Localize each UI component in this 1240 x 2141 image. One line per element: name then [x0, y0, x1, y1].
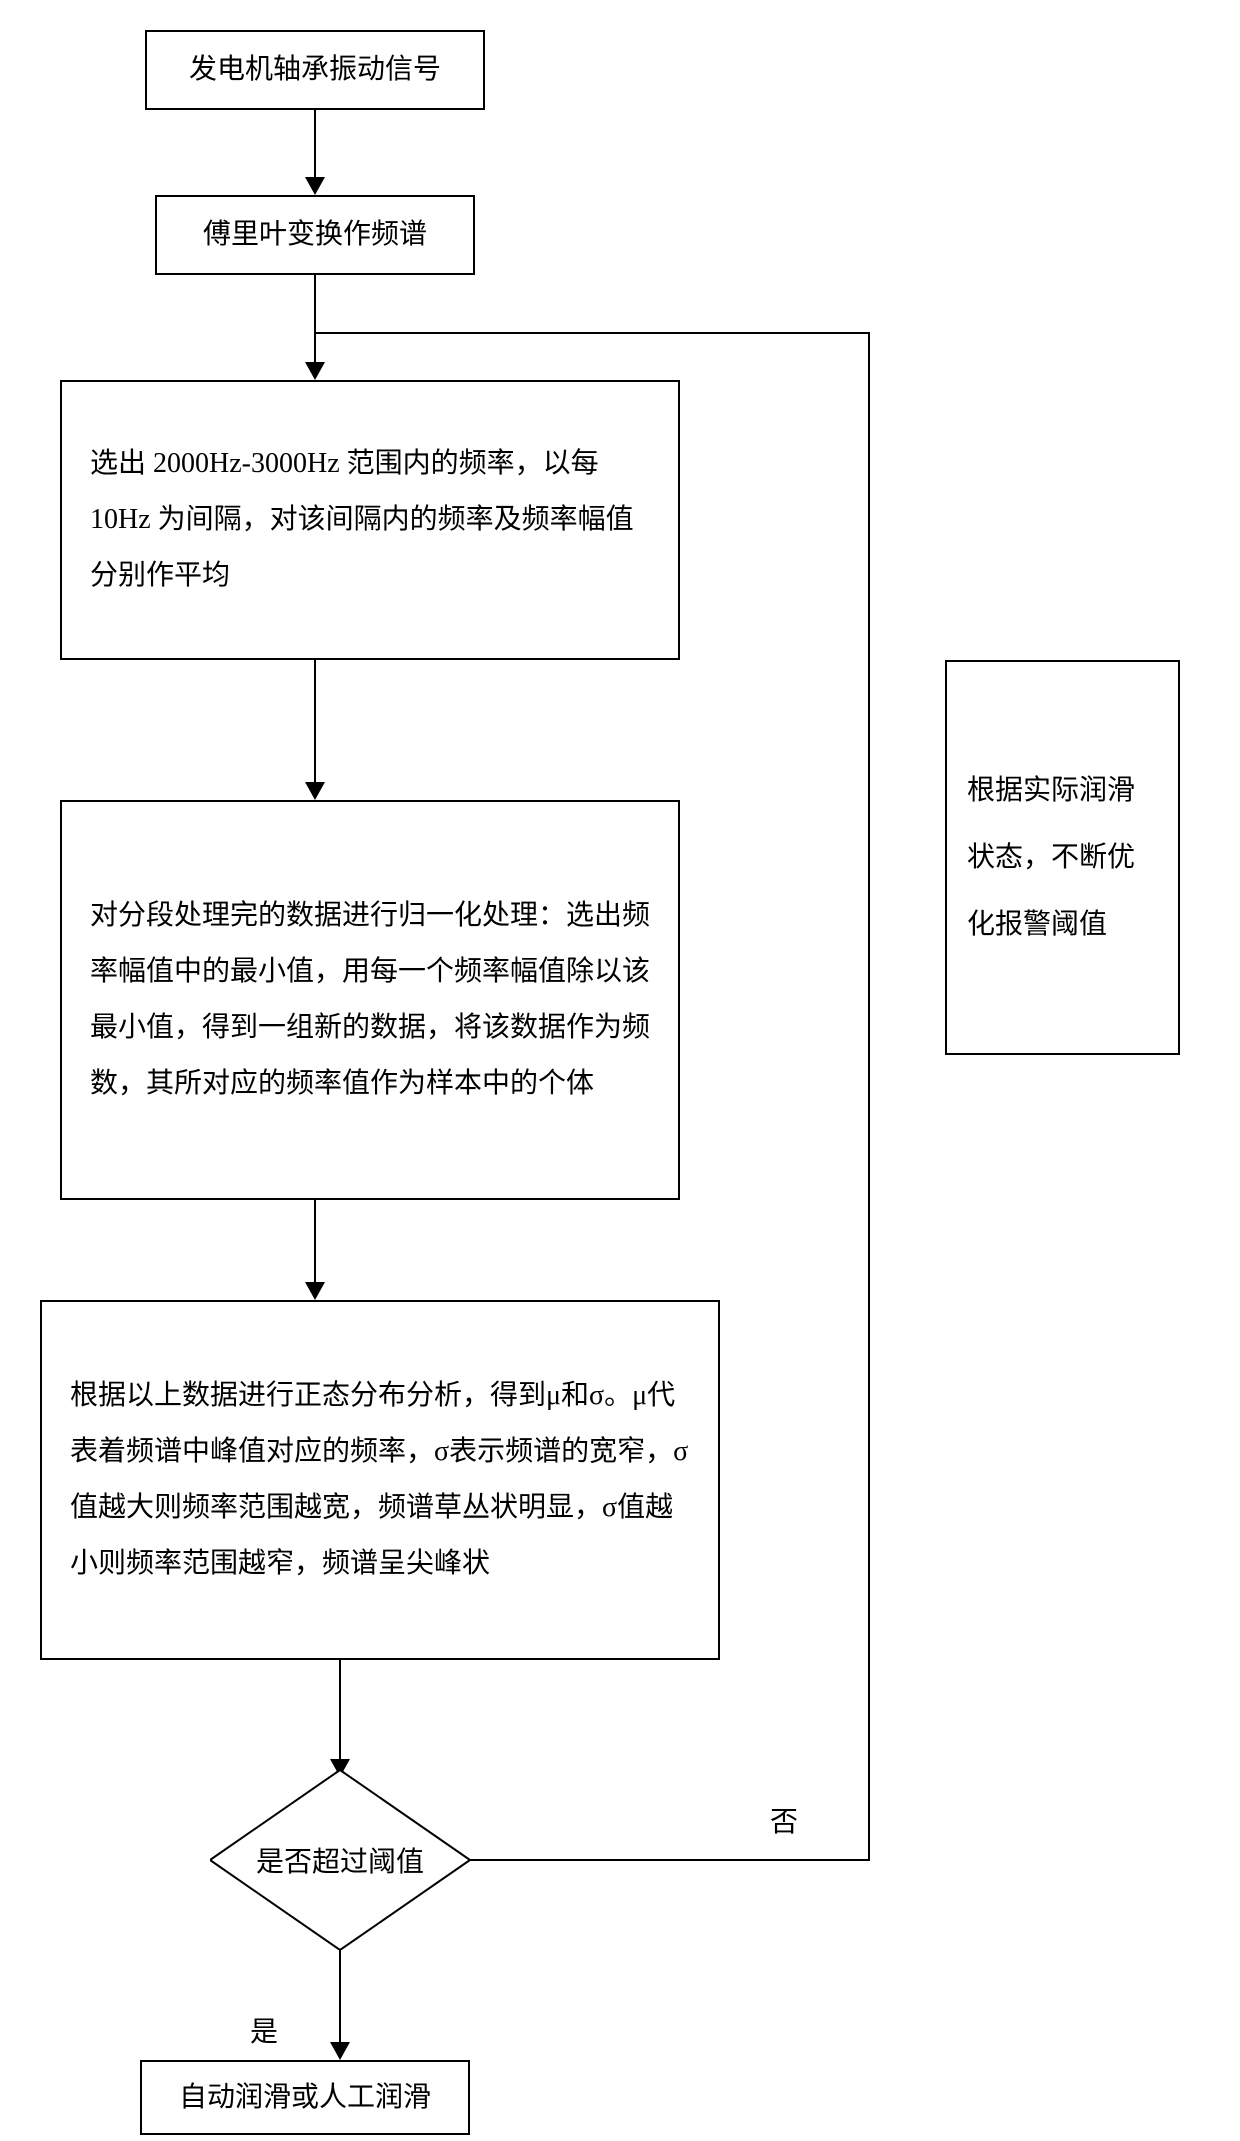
node-normalize: 对分段处理完的数据进行归一化处理：选出频率幅值中的最小值，用每一个频率幅值除以该… [60, 800, 680, 1200]
edge-3-4 [314, 660, 316, 782]
edge-4-5 [314, 1200, 316, 1282]
node-normalize-text: 对分段处理完的数据进行归一化处理：选出频率幅值中的最小值，用每一个频率幅值除以该… [90, 888, 650, 1112]
node-freq-select: 选出 2000Hz-3000Hz 范围内的频率，以每 10Hz 为间隔，对该间隔… [60, 380, 680, 660]
node-side-optimize-text: 根据实际润滑状态，不断优化报警阈值 [967, 757, 1158, 959]
node-decision: 是否超过阈值 [210, 1770, 470, 1950]
edge-1-2-head [305, 177, 325, 195]
edge-4-5-head [305, 1282, 325, 1300]
node-fft: 傅里叶变换作频谱 [155, 195, 475, 275]
node-lubricate-text: 自动润滑或人工润滑 [179, 2070, 431, 2126]
flowchart-container: 发电机轴承振动信号 傅里叶变换作频谱 选出 2000Hz-3000Hz 范围内的… [0, 0, 1240, 2141]
edge-3-4-head [305, 782, 325, 800]
node-signal-text: 发电机轴承振动信号 [189, 42, 441, 98]
edge-no-h2 [315, 332, 870, 334]
edge-5-6 [339, 1660, 341, 1759]
edge-2-3 [314, 275, 316, 362]
node-signal: 发电机轴承振动信号 [145, 30, 485, 110]
edge-1-2 [314, 110, 316, 177]
node-freq-select-text: 选出 2000Hz-3000Hz 范围内的频率，以每 10Hz 为间隔，对该间隔… [90, 436, 650, 604]
label-yes: 是 [250, 2010, 278, 2050]
node-normal-dist: 根据以上数据进行正态分布分析，得到μ和σ。μ代表着频谱中峰值对应的频率，σ表示频… [40, 1300, 720, 1660]
node-lubricate: 自动润滑或人工润滑 [140, 2060, 470, 2135]
node-side-optimize: 根据实际润滑状态，不断优化报警阈值 [945, 660, 1180, 1055]
label-no: 否 [770, 1800, 798, 1840]
edge-2-3-head [305, 362, 325, 380]
node-fft-text: 傅里叶变换作频谱 [203, 207, 427, 263]
edge-no-h1 [470, 1859, 870, 1861]
edge-6-7 [339, 1950, 341, 2042]
node-normal-dist-text: 根据以上数据进行正态分布分析，得到μ和σ。μ代表着频谱中峰值对应的频率，σ表示频… [70, 1368, 690, 1592]
edge-no-v [868, 332, 870, 1861]
edge-6-7-head [330, 2042, 350, 2060]
node-decision-text: 是否超过阈值 [210, 1770, 470, 1950]
